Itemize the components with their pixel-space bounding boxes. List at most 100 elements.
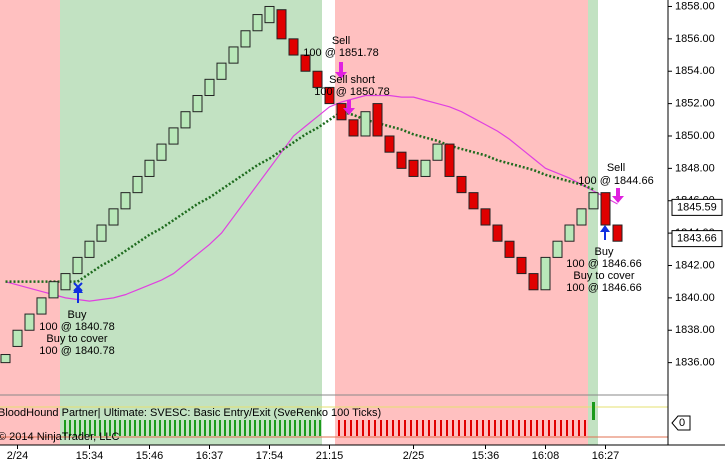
candle-body <box>48 281 59 299</box>
y-tick-label: 1852.00 <box>675 98 715 110</box>
candle-body <box>456 175 467 194</box>
signal-bar <box>530 420 532 436</box>
annotation: Buy <box>595 246 614 258</box>
signal-bar <box>428 420 430 436</box>
candle-body <box>432 143 443 161</box>
candle-body <box>192 95 203 113</box>
signal-bar <box>404 420 406 436</box>
y-tick-label: 1850.00 <box>675 130 715 142</box>
signal-bar <box>500 420 502 436</box>
y-tick-label: 1858.00 <box>675 0 715 12</box>
candle-body <box>588 192 599 210</box>
signal-bar <box>452 420 454 436</box>
candle-body <box>444 143 455 177</box>
signal-bar <box>440 420 442 436</box>
signal-bar <box>64 420 66 436</box>
signal-bar <box>199 420 201 436</box>
signal-bar <box>194 420 196 436</box>
session-bg <box>335 0 588 445</box>
signal-bar <box>314 420 316 436</box>
signal-bar <box>209 420 211 436</box>
x-tick-label: 15:34 <box>76 450 104 462</box>
sell-arrow <box>612 188 624 203</box>
signal-bar <box>279 420 281 436</box>
candle-body <box>144 159 155 177</box>
signal-bar <box>254 420 256 436</box>
moving-average <box>5 94 618 302</box>
signal-bar <box>269 420 271 436</box>
signal-bar <box>299 420 301 436</box>
signal-bar <box>548 420 550 436</box>
signal-bar <box>518 420 520 436</box>
y-tick-label: 1838.00 <box>675 324 715 336</box>
buy-arrow <box>600 225 610 240</box>
signal-bar <box>99 420 101 436</box>
signal-bar <box>584 420 586 436</box>
candle-body <box>516 256 527 275</box>
candle-body <box>564 224 575 242</box>
x-tick-label: 15:46 <box>136 450 164 462</box>
signal-bar <box>304 420 306 436</box>
x-tick-label: 16:37 <box>196 450 224 462</box>
signal-bar <box>174 420 176 436</box>
indicator-label: BloodHound Partner| Ultimate: SVESC: Bas… <box>0 407 381 419</box>
x-tick-label: 2/25 <box>403 450 424 462</box>
signal-bar <box>264 420 266 436</box>
signal-bar <box>94 420 96 436</box>
signal-bar <box>410 420 412 436</box>
signal-bar <box>572 420 574 436</box>
candle-body <box>384 135 395 153</box>
annotation: 100 @ 1840.78 <box>39 345 114 357</box>
candle-body <box>264 5 275 24</box>
candle-body <box>216 62 227 80</box>
candle-body <box>600 192 611 226</box>
signal-bar <box>104 420 106 436</box>
signal-bar <box>229 420 231 436</box>
signal-bar <box>74 420 76 436</box>
signal-bar <box>179 420 181 436</box>
trend-line <box>5 110 594 283</box>
signal-bar <box>578 420 580 436</box>
signal-bar <box>149 420 151 436</box>
signal-bar <box>259 420 261 436</box>
y-tick-label: 1842.00 <box>675 259 715 271</box>
candle-body <box>24 313 35 331</box>
candle-body <box>252 14 263 32</box>
candle-body <box>60 273 71 291</box>
x-tick-label: 16:08 <box>532 450 560 462</box>
signal-bar <box>79 420 81 436</box>
signal-bar <box>356 420 358 436</box>
candle-body <box>348 119 359 137</box>
candle-body <box>408 159 419 177</box>
signal-bar <box>109 420 111 436</box>
signal-bar <box>554 420 556 436</box>
candle-body <box>492 224 503 242</box>
signal-bar <box>114 420 116 436</box>
signal-bar <box>169 420 171 436</box>
signal-bar <box>506 420 508 436</box>
signal-bar <box>214 420 216 436</box>
annotation: Sell <box>607 162 625 174</box>
signal-bar <box>164 420 166 436</box>
candle-body <box>540 256 551 291</box>
signal-bar <box>416 420 418 436</box>
annotations: Buy 100 @ 1840.78 Buy to cover 100 @ 184… <box>39 35 653 357</box>
signal-bar <box>386 420 388 436</box>
signal-bar <box>289 420 291 436</box>
x-tick-label: 17:54 <box>256 450 284 462</box>
signal-bar <box>159 420 161 436</box>
signal-bar <box>239 420 241 436</box>
price-marker-label: 1843.66 <box>677 233 717 245</box>
candle-body <box>372 103 383 137</box>
signal-bar <box>69 420 71 436</box>
signal-bar <box>344 420 346 436</box>
signal-bar <box>89 420 91 436</box>
annotation: Sell <box>332 35 350 47</box>
signal-bar <box>184 420 186 436</box>
candle-body <box>360 111 371 137</box>
y-tick-label: 1840.00 <box>675 292 715 304</box>
signal-bar <box>422 420 424 436</box>
signal-bar <box>536 420 538 436</box>
candles <box>0 5 623 364</box>
indicator-axis-label: 0 <box>679 417 685 429</box>
